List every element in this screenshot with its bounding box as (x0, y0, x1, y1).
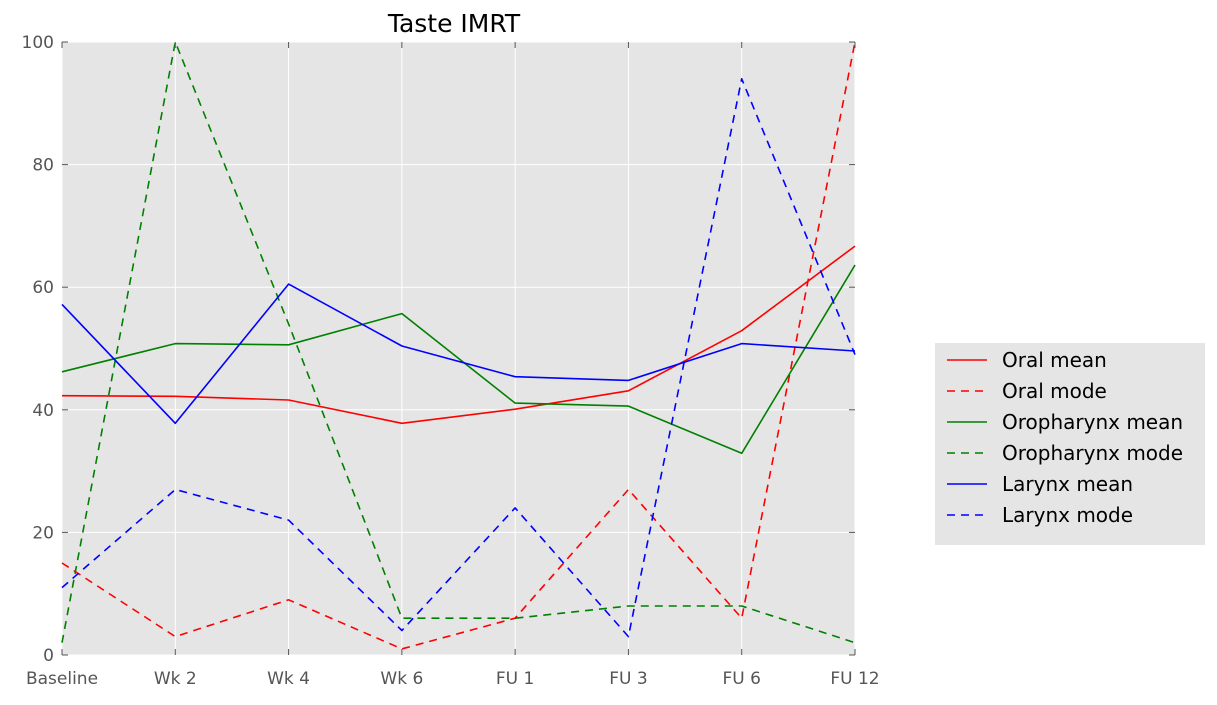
series-line (61, 264, 856, 455)
legend-label: Oropharynx mean (1002, 410, 1183, 434)
series-line (61, 41, 856, 650)
legend-label: Larynx mean (1002, 472, 1133, 496)
y-tick-label: 80 (32, 156, 54, 176)
x-tick-label: FU 12 (830, 669, 879, 689)
y-tick-label: 0 (43, 646, 54, 666)
x-tick-label: FU 1 (496, 669, 534, 689)
x-tick-label: Wk 6 (380, 669, 423, 689)
x-tick-label: Wk 4 (267, 669, 310, 689)
legend-label: Oral mode (1002, 379, 1107, 403)
y-tick-label: 40 (32, 401, 54, 421)
series-line (61, 245, 856, 425)
legend: Oral mean Oral mode Oropharynx mean Orophar… (935, 343, 1205, 545)
series-line (61, 283, 856, 425)
series-line (61, 78, 856, 638)
y-tick-label: 20 (32, 523, 54, 543)
x-tick-label: Wk 2 (154, 669, 197, 689)
chart-title: Taste IMRT (387, 9, 521, 38)
x-tick-label: FU 3 (609, 669, 647, 689)
legend-label: Larynx mode (1002, 503, 1133, 527)
legend-label: Oral mean (1002, 348, 1107, 372)
plot-background (62, 42, 855, 655)
plot-area: 0 20 40 60 80 100 Baseline Wk 2 Wk 4 Wk 6 FU 1 FU 3… (22, 33, 880, 689)
x-tick-label: FU 6 (722, 669, 760, 689)
series-line (61, 41, 856, 644)
y-tick-label: 100 (22, 33, 54, 53)
legend-label: Oropharynx mode (1002, 441, 1183, 465)
legend-background (935, 343, 1205, 545)
x-tick-label: Baseline (26, 669, 98, 689)
y-tick-label: 60 (32, 278, 54, 298)
